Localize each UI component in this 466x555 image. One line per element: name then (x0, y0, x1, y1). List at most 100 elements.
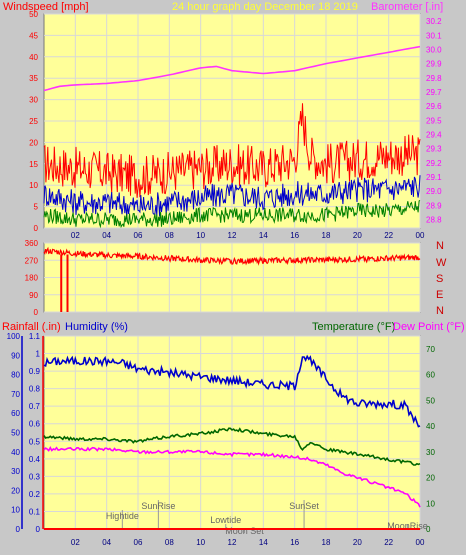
barometer-y-tick-label: 29.8 (426, 74, 442, 83)
series-temperature (43, 427, 421, 466)
humidity-y-tick-label: 90 (11, 351, 20, 360)
temperature-y-tick-label: 70 (426, 345, 435, 354)
barometer-axis-title: Barometer [.in] (371, 1, 443, 13)
wind-x-tick-label: 22 (384, 231, 393, 240)
humidity-y-tick-label: 20 (11, 486, 20, 495)
series-humidity (43, 354, 421, 428)
rainfall-y-tick-label: 0.1 (29, 507, 41, 516)
rainfall-y-tick-label: 0.5 (29, 437, 41, 446)
wind-y-tick-label: 45 (29, 31, 38, 40)
direction-y-tick-label: 270 (25, 256, 39, 265)
wind-x-tick-label: 14 (259, 231, 268, 240)
humidity-y-tick-label: 50 (11, 429, 20, 438)
rainfall-y-tick-label: 0.2 (29, 490, 41, 499)
temp-x-ticks: 02 04 06 08 10 12 14 16 18 20 22 00 (71, 538, 425, 547)
humidity-y-ticks: 0 10 20 30 40 50 60 70 80 90 100 (7, 332, 21, 534)
moonset-label: Moon Set (225, 526, 264, 536)
humidity-y-tick-label: 70 (11, 390, 20, 399)
barometer-y-tick-label: 28.8 (426, 215, 442, 224)
direction-y-tick-label: 90 (29, 291, 38, 300)
rainfall-axis-title: Rainfall (.in) (2, 321, 61, 333)
wind-y-tick-label: 25 (29, 117, 38, 126)
wind-x-tick-label: 12 (228, 231, 237, 240)
wind-y-tick-label: 50 (29, 10, 38, 19)
rainfall-y-tick-label: 0.8 (29, 385, 41, 394)
humidity-y-tick-label: 100 (7, 332, 21, 341)
series-direction (43, 246, 421, 266)
rainfall-y-tick-label: 0 (36, 525, 41, 534)
temp-x-tick-label: 20 (353, 538, 362, 547)
rainfall-y-tick-label: 1.1 (29, 332, 41, 341)
humidity-y-tick-label: 60 (11, 409, 20, 418)
direction-y-tick-label: 180 (25, 274, 39, 283)
barometer-y-tick-label: 30.2 (426, 17, 442, 26)
wind-x-tick-label: 02 (71, 231, 80, 240)
compass-w: W (436, 257, 447, 269)
temp-x-tick-label: 22 (384, 538, 393, 547)
lowtide-label: Lowtide (210, 515, 241, 525)
humidity-y-tick-label: 30 (11, 467, 20, 476)
rainfall-y-tick-label: 0.4 (29, 455, 41, 464)
wind-y-tick-label: 35 (29, 74, 38, 83)
wind-y-tick-label: 40 (29, 53, 38, 62)
direction-y-tick-label: 360 (25, 239, 39, 248)
wind-x-tick-label: 00 (416, 231, 425, 240)
barometer-y-tick-label: 29.7 (426, 88, 442, 97)
temperature-y-ticks: 0 10 20 30 40 50 60 70 (426, 345, 435, 534)
hightide-label: Hightide (106, 511, 139, 521)
wind-y-tick-label: 0 (34, 224, 39, 233)
graph-date-title: 24 hour graph day December 18 2019 (172, 1, 358, 13)
wind-x-tick-label: 20 (353, 231, 362, 240)
wind-x-tick-label: 10 (196, 231, 205, 240)
temperature-y-tick-label: 60 (426, 371, 435, 380)
humidity-y-tick-label: 40 (11, 448, 20, 457)
temp-series (43, 354, 421, 530)
wind-y-tick-label: 10 (29, 181, 38, 190)
sunset-label: SunSet (289, 501, 319, 511)
rainfall-y-tick-label: 0.9 (29, 367, 41, 376)
rainfall-y-tick-label: 0.7 (29, 402, 41, 411)
barometer-y-tick-label: 29.3 (426, 145, 442, 154)
compass-n-bottom: N (436, 305, 444, 317)
barometer-y-tick-label: 29.6 (426, 102, 442, 111)
direction-series (43, 246, 421, 312)
direction-grid (44, 242, 421, 313)
rainfall-y-tick-label: 0.6 (29, 420, 41, 429)
series-min (43, 199, 421, 229)
temperature-axis-title: Temperature (°F) (312, 321, 395, 333)
windspeed-axis-title: Windspeed [mph] (3, 1, 89, 13)
wind-y-ticks: 0 5 10 15 20 25 30 35 40 45 50 (29, 10, 38, 233)
humidity-y-tick-label: 0 (16, 525, 21, 534)
wind-y-tick-label: 15 (29, 160, 38, 169)
rainfall-y-tick-label: 0.3 (29, 472, 41, 481)
temp-x-tick-label: 10 (196, 538, 205, 547)
barometer-y-tick-label: 30.1 (426, 31, 442, 40)
wind-x-tick-label: 04 (102, 231, 111, 240)
humidity-y-tick-label: 80 (11, 371, 20, 380)
temp-x-tick-label: 06 (134, 538, 143, 547)
barometer-y-tick-label: 30.0 (426, 45, 442, 54)
sunrise-label: SunRise (141, 501, 175, 511)
barometer-y-tick-label: 28.9 (426, 201, 442, 210)
wind-y-tick-label: 5 (34, 203, 39, 212)
barometer-y-tick-label: 29.9 (426, 60, 442, 69)
wind-x-tick-label: 06 (134, 231, 143, 240)
barometer-y-tick-label: 29.2 (426, 159, 442, 168)
rainfall-y-tick-label: 1 (36, 350, 41, 359)
temperature-y-tick-label: 0 (426, 525, 431, 534)
temp-x-tick-label: 02 (71, 538, 80, 547)
temp-x-tick-label: 14 (259, 538, 268, 547)
wind-x-tick-label: 18 (322, 231, 331, 240)
temperature-y-tick-label: 30 (426, 448, 435, 457)
compass-n-top: N (436, 240, 444, 252)
series-dewpoint (43, 446, 421, 508)
wind-x-tick-label: 16 (290, 231, 299, 240)
temperature-y-tick-label: 50 (426, 396, 435, 405)
compass-s: S (436, 273, 443, 285)
barometer-y-tick-label: 29.0 (426, 187, 442, 196)
temp-x-tick-label: 12 (228, 538, 237, 547)
barometer-y-tick-label: 29.5 (426, 116, 442, 125)
series-avg (43, 175, 421, 218)
temp-x-tick-label: 16 (290, 538, 299, 547)
